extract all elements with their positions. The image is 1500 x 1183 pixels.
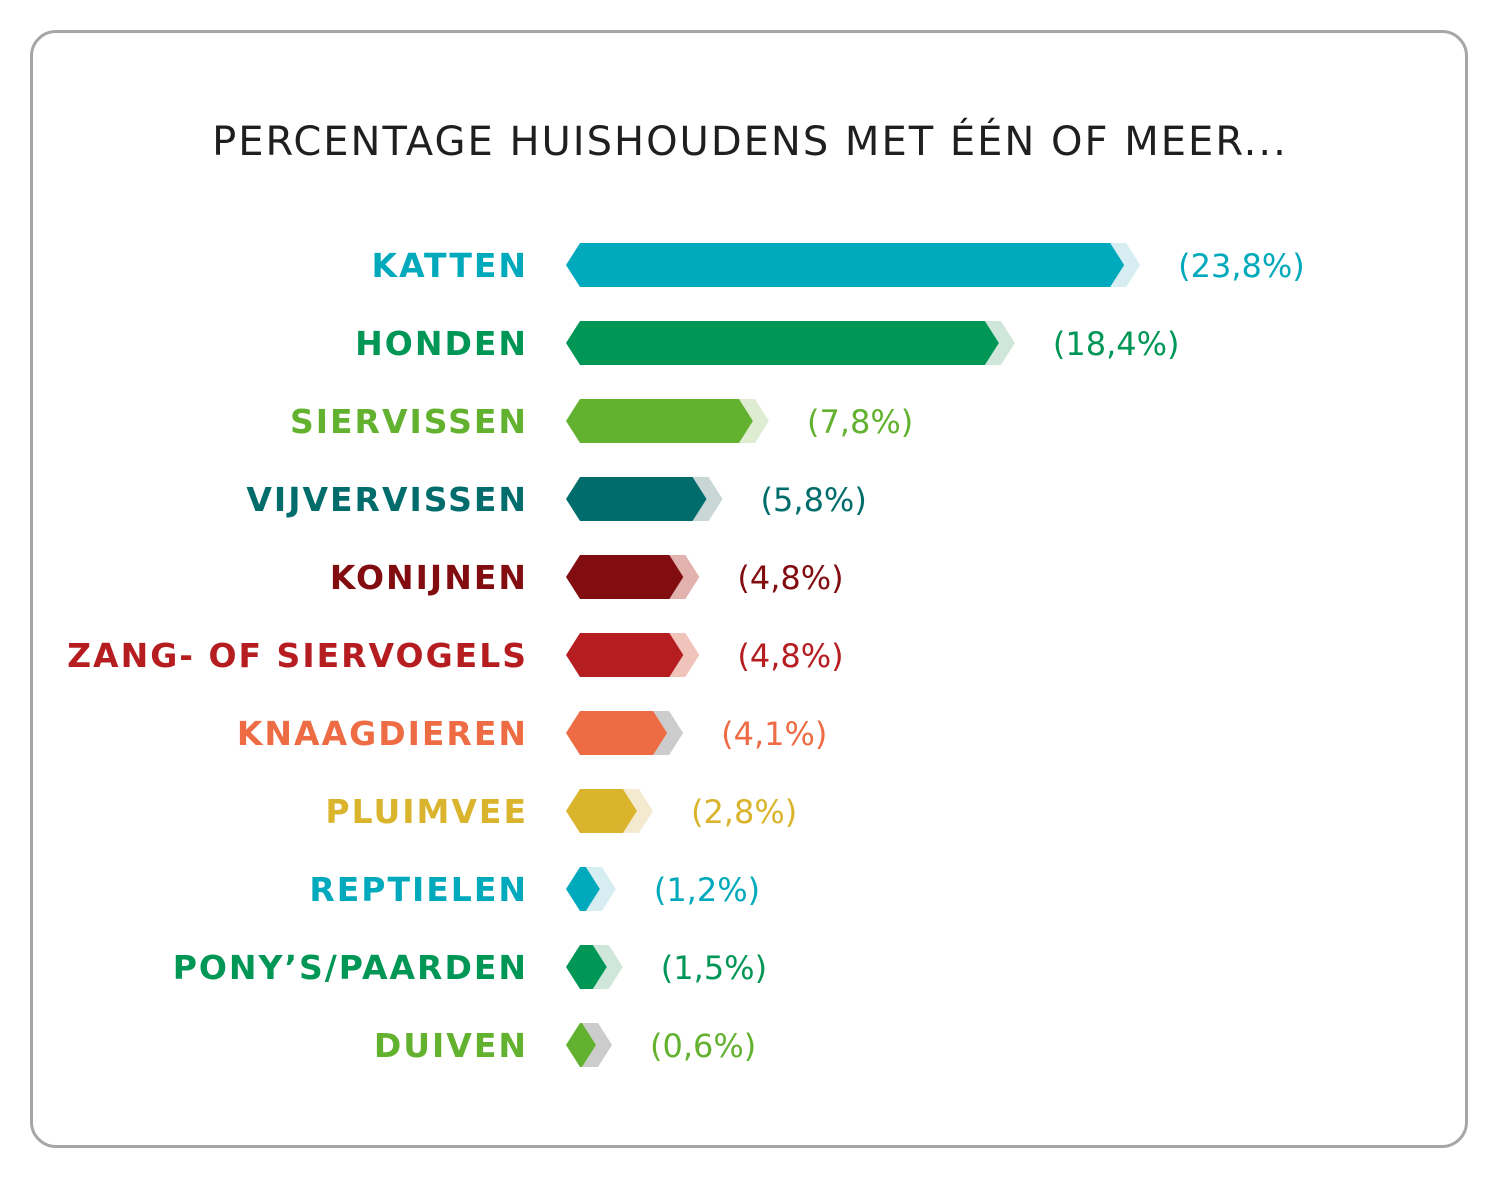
value-label: (4,8%) (737, 559, 843, 597)
category-label: KATTEN (372, 246, 529, 285)
bar-row: VIJVERVISSEN (5,8%) (246, 477, 867, 521)
bar-row: DUIVEN (0,6%) (374, 1023, 756, 1067)
category-label: KONIJNEN (330, 558, 528, 597)
value-label: (7,8%) (807, 403, 913, 441)
bar-row: KATTEN (23,8%) (372, 243, 1305, 287)
value-label: (1,5%) (661, 949, 767, 987)
bar-tip (585, 867, 616, 911)
bar-tip (984, 321, 1015, 365)
bar-row: SIERVISSEN (7,8%) (290, 399, 913, 443)
bar-tip (592, 945, 623, 989)
category-label: HONDEN (355, 324, 528, 363)
bar-tip (669, 555, 700, 599)
chart-card (30, 30, 1468, 1148)
bar-tip (692, 477, 723, 521)
chart-title: PERCENTAGE HUISHOUDENS MET ÉÉN OF MEER..… (212, 119, 1288, 165)
value-label: (5,8%) (761, 481, 867, 519)
bar (566, 867, 600, 911)
bar (566, 789, 637, 833)
value-label: (1,2%) (654, 871, 760, 909)
bar-row: REPTIELEN (1,2%) (309, 867, 760, 911)
category-label: KNAAGDIEREN (237, 714, 528, 753)
category-label: PONY’S/PAARDEN (173, 948, 528, 987)
bar-row: PONY’S/PAARDEN (1,5%) (173, 945, 767, 989)
bar-row: ZANG- OF SIERVOGELS (4,8%) (67, 633, 844, 677)
value-label: (2,8%) (691, 793, 797, 831)
category-label: VIJVERVISSEN (246, 480, 528, 519)
category-label: ZANG- OF SIERVOGELS (67, 636, 528, 675)
bar-tip (1110, 243, 1141, 287)
value-label: (23,8%) (1178, 247, 1305, 285)
bar (566, 243, 1125, 287)
bar (566, 555, 684, 599)
bar (566, 633, 684, 677)
bar-tip (669, 633, 700, 677)
bar-row: KNAAGDIEREN (4,1%) (237, 711, 827, 755)
bar-tip (582, 1023, 612, 1067)
bar (566, 711, 668, 755)
category-label: DUIVEN (374, 1026, 528, 1065)
value-label: (18,4%) (1053, 325, 1180, 363)
bar (566, 477, 707, 521)
value-label: (4,1%) (721, 715, 827, 753)
value-label: (0,6%) (650, 1027, 756, 1065)
bar-row: HONDEN (18,4%) (355, 321, 1180, 365)
bar-row: PLUIMVEE (2,8%) (325, 789, 797, 833)
value-label: (4,8%) (737, 637, 843, 675)
bar-tip (738, 399, 769, 443)
bar-row: KONIJNEN (4,8%) (330, 555, 844, 599)
category-label: SIERVISSEN (290, 402, 528, 441)
bar (566, 1023, 596, 1067)
bar (566, 399, 753, 443)
category-label: REPTIELEN (309, 870, 528, 909)
bar-tip (653, 711, 684, 755)
category-label: PLUIMVEE (325, 792, 528, 831)
bar-tip (622, 789, 653, 833)
bar (566, 321, 999, 365)
bar (566, 945, 607, 989)
